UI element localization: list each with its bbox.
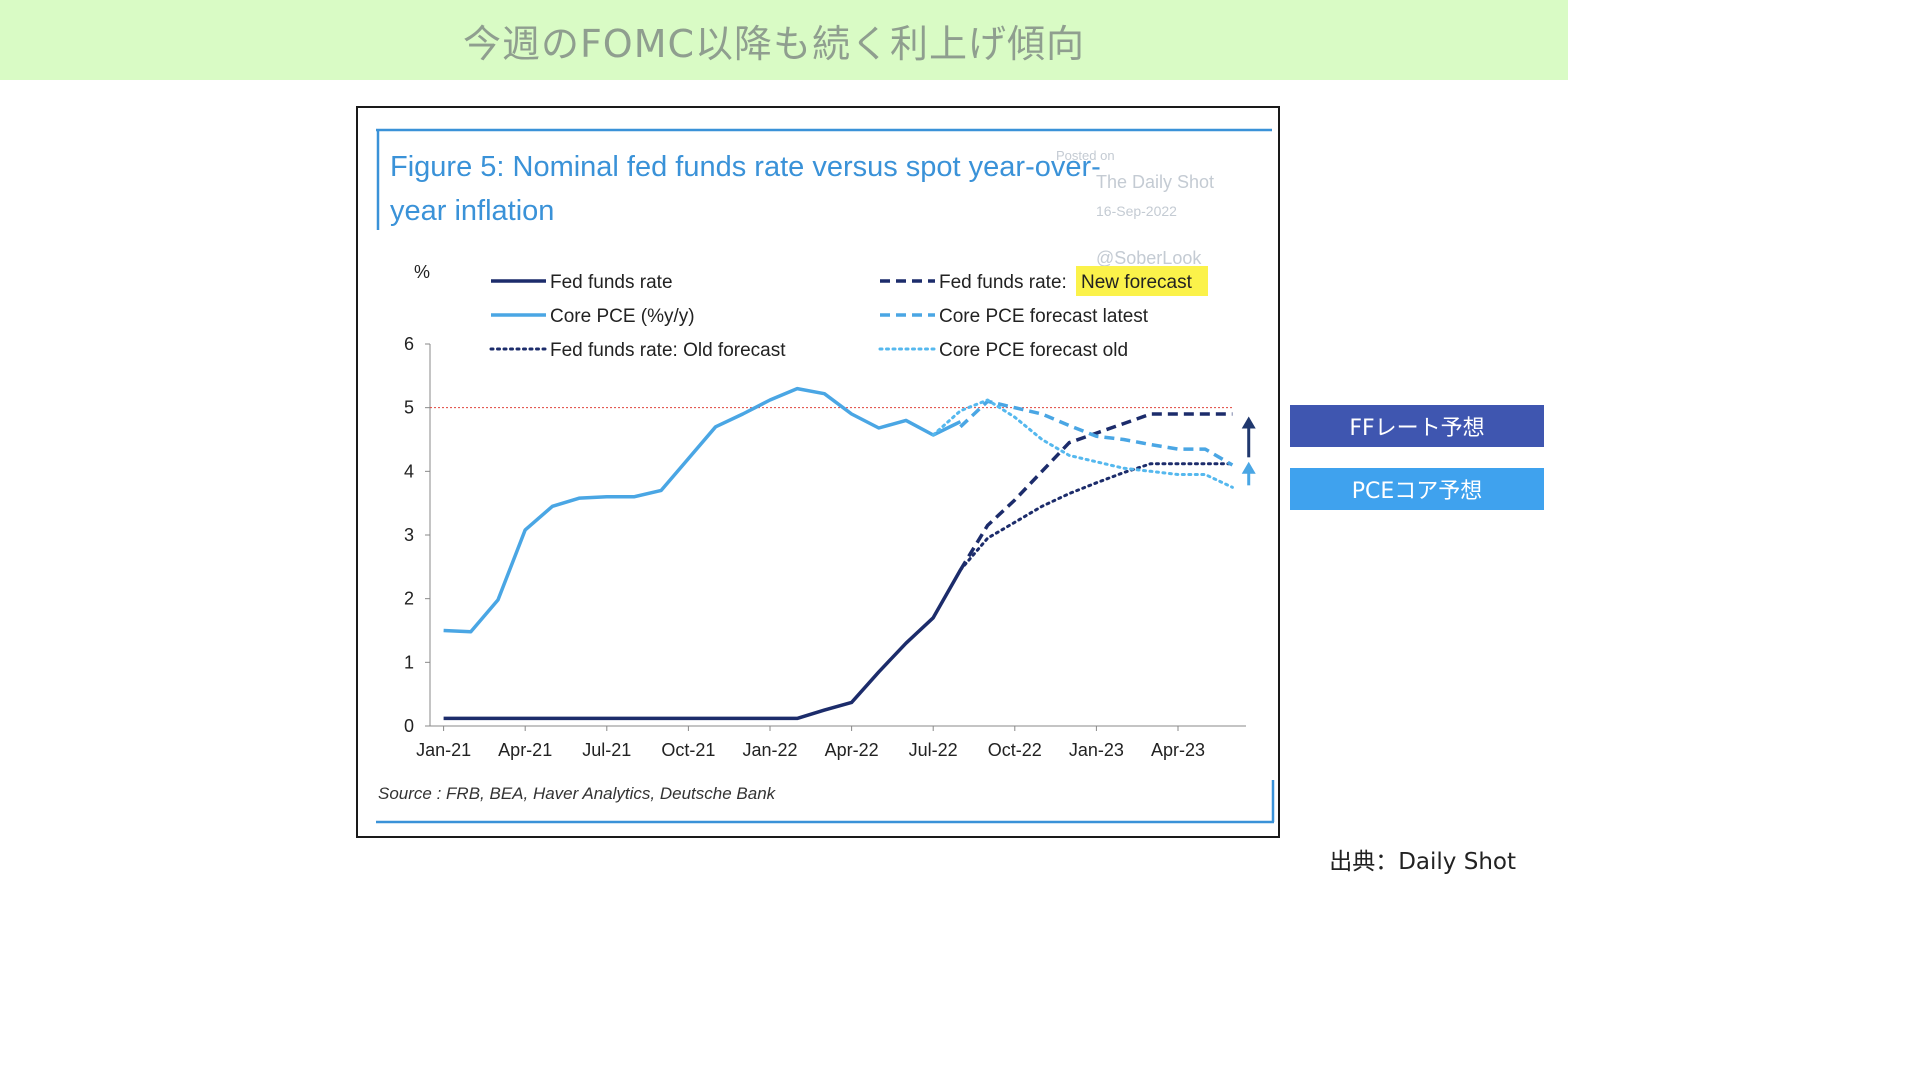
y-tick-label: 2 [404, 589, 414, 609]
x-tick-label: Jul-21 [582, 740, 631, 760]
x-tick-label: Apr-23 [1151, 740, 1205, 760]
series-fed [443, 569, 962, 721]
y-tick-label: 0 [404, 716, 414, 736]
chart-source: Source : FRB, BEA, Haver Analytics, Deut… [378, 784, 777, 803]
y-tick-label: 6 [404, 334, 414, 354]
y-tick-label: 5 [404, 398, 414, 418]
series-pce-old [931, 398, 1234, 489]
legend-label-fed-new-prefix: Fed funds rate: [939, 272, 1067, 293]
x-tick-label: Jan-21 [416, 740, 471, 760]
x-tick-label: Jan-22 [742, 740, 797, 760]
chart-svg: Figure 5: Nominal fed funds rate versus … [376, 128, 1275, 824]
y-tick-label: 1 [404, 652, 414, 672]
series-layer [443, 386, 1234, 721]
legend: Fed funds rate Core PCE (%y/y) Fed funds… [489, 266, 1208, 361]
pce-forecast-callout-label: PCEコア予想 [1351, 479, 1483, 504]
series-fed-old [958, 462, 1234, 572]
series-pce-latest [959, 399, 1234, 467]
arrow-layer [1241, 416, 1256, 486]
y-axis-unit: % [414, 262, 430, 282]
legend-label-fed-old: Fed funds rate: Old forecast [550, 340, 786, 361]
watermark-handle: @SoberLook [1096, 248, 1202, 268]
legend-label-fed-new-highlight: New forecast [1081, 272, 1193, 293]
watermark-date: 16-Sep-2022 [1096, 203, 1177, 219]
x-tick-label: Jul-22 [909, 740, 958, 760]
pce-forecast-callout: PCEコア予想 [1290, 468, 1544, 510]
legend-label-fed-new: Fed funds rate: [939, 272, 1067, 293]
ff-forecast-callout-label: FFレート予想 [1349, 416, 1485, 441]
x-tick-label: Oct-22 [988, 740, 1042, 760]
source-credit: 出典：Daily Shot [1329, 849, 1516, 875]
x-tick-label: Apr-22 [825, 740, 879, 760]
arrow-pce-up-head [1241, 461, 1256, 474]
legend-label-core-pce: Core PCE (%y/y) [550, 306, 695, 327]
y-tick-label: 4 [404, 461, 414, 481]
banner-title: 今週のFOMC以降も続く利上げ傾向 [462, 21, 1086, 66]
x-tick-label: Apr-21 [498, 740, 552, 760]
title-banner: 今週のFOMC以降も続く利上げ傾向 [0, 0, 1568, 80]
watermark-posted: Posted on [1056, 148, 1115, 163]
legend-highlight-box [1076, 266, 1208, 296]
x-tick-label: Jan-23 [1069, 740, 1124, 760]
legend-label-pce-latest: Core PCE forecast latest [939, 306, 1149, 327]
ff-forecast-callout: FFレート予想 [1290, 405, 1544, 447]
legend-label-pce-old: Core PCE forecast old [939, 340, 1128, 361]
legend-label-fed: Fed funds rate [550, 272, 673, 293]
series-fed-new [958, 412, 1233, 571]
y-tick-label: 3 [404, 525, 414, 545]
x-ticks: Jan-21 Apr-21 Jul-21 Oct-21 Jan-22 Apr-22 Jul-… [416, 726, 1205, 760]
x-tick-label: Oct-21 [661, 740, 715, 760]
chart-title-line-2: year inflation [390, 195, 554, 227]
y-ticks: 0 1 2 3 4 5 6 [404, 334, 430, 736]
chart-frame: Figure 5: Nominal fed funds rate versus … [356, 106, 1280, 838]
chart-title-line-1: Figure 5: Nominal fed funds rate versus … [390, 151, 1101, 183]
arrow-ff-up-head [1241, 416, 1256, 429]
series-core-pce [443, 386, 962, 634]
watermark-site: The Daily Shot [1096, 172, 1214, 192]
